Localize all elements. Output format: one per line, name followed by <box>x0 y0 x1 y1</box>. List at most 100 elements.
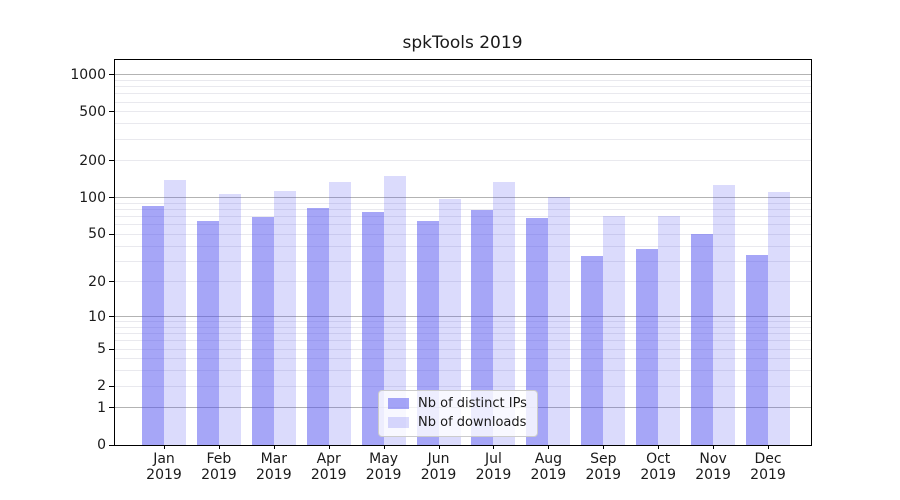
x-tick-label: Jul 2019 <box>461 451 525 483</box>
x-tick-label: Dec 2019 <box>736 451 800 483</box>
x-tick-year: 2019 <box>695 467 731 483</box>
gridline-minor <box>115 245 811 247</box>
legend-row-downloads: Nb of downloads <box>388 415 527 430</box>
legend-swatch-downloads <box>388 417 409 428</box>
gridline-minor <box>115 260 811 262</box>
x-tick-mark <box>438 445 440 449</box>
x-tick-month: Nov <box>699 451 727 467</box>
bar-may-downloads <box>383 175 406 445</box>
gridline-minor <box>115 93 811 95</box>
gridline-minor <box>115 340 811 342</box>
gridline-major <box>115 197 811 199</box>
x-tick-year: 2019 <box>365 467 402 483</box>
x-tick-year: 2019 <box>201 467 237 483</box>
plot-area: Nb of distinct IPs Nb of downloads <box>114 59 812 446</box>
x-tick-label: Apr 2019 <box>297 451 361 483</box>
gridline-minor <box>115 326 811 328</box>
y-tick-mark <box>109 111 114 113</box>
bar-jun-downloads <box>438 199 461 445</box>
gridline-minor <box>115 202 811 204</box>
bar-nov-downloads <box>713 184 736 445</box>
x-tick-mark <box>273 445 275 449</box>
y-tick-label: 500 <box>79 103 106 120</box>
bar-may-distinct-ips <box>361 211 384 445</box>
x-tick-month: Feb <box>206 451 232 467</box>
x-tick-mark <box>164 445 165 449</box>
x-tick-month: Mar <box>260 451 288 467</box>
y-tick-mark <box>109 197 114 199</box>
gridline-minor <box>115 385 811 387</box>
x-tick-month: Oct <box>646 451 671 467</box>
bar-apr-downloads <box>328 181 351 445</box>
x-tick-label: Nov 2019 <box>681 451 745 483</box>
gridline-minor <box>115 370 811 372</box>
gridline-minor <box>115 224 811 226</box>
x-tick-month: Jan <box>153 451 175 467</box>
bar-nov-distinct-ips <box>691 234 714 445</box>
x-tick-month: Sep <box>590 451 617 467</box>
x-tick-year: 2019 <box>475 467 512 483</box>
x-tick-mark <box>713 445 715 449</box>
y-tick-mark <box>109 233 114 235</box>
gridline-major <box>115 316 811 318</box>
x-tick-year: 2019 <box>310 467 347 483</box>
gridline-minor <box>115 86 811 88</box>
legend-swatch-distinct-ips <box>388 398 409 409</box>
x-tick-month: Dec <box>754 451 782 467</box>
y-tick-mark <box>109 444 114 446</box>
gridline-major <box>115 74 811 76</box>
y-tick-label: 1 <box>97 399 106 416</box>
bar-aug-distinct-ips <box>526 218 549 445</box>
x-tick-mark <box>768 445 769 449</box>
x-tick-mark <box>548 445 550 449</box>
x-tick-year: 2019 <box>585 467 622 483</box>
y-tick-label: 20 <box>88 273 106 290</box>
y-tick-mark <box>109 74 114 76</box>
y-tick-label: 0 <box>97 437 106 453</box>
bar-jul-distinct-ips <box>471 209 494 445</box>
bar-sep-downloads <box>603 215 626 445</box>
bar-apr-distinct-ips <box>306 208 329 445</box>
x-tick-label: Oct 2019 <box>626 451 690 483</box>
bar-feb-downloads <box>218 193 241 445</box>
gridline-minor <box>115 160 811 162</box>
gridline-minor <box>115 358 811 360</box>
bar-mar-downloads <box>273 190 296 445</box>
y-tick-mark <box>109 160 114 162</box>
legend-label-distinct-ips: Nb of distinct IPs <box>418 396 527 411</box>
gridline-minor <box>115 348 811 350</box>
gridline-minor <box>115 138 811 140</box>
bar-aug-downloads <box>548 196 571 445</box>
x-tick-year: 2019 <box>640 467 676 483</box>
x-tick-mark <box>218 445 220 449</box>
x-tick-year: 2019 <box>420 467 457 483</box>
x-tick-label: Feb 2019 <box>187 451 251 483</box>
bar-feb-distinct-ips <box>196 220 219 445</box>
y-tick-label: 1000 <box>70 66 106 83</box>
gridline-minor <box>115 321 811 323</box>
y-tick-label: 100 <box>79 189 106 206</box>
gridline-minor <box>115 111 811 113</box>
y-tick-mark <box>109 281 114 283</box>
gridline-minor <box>115 233 811 235</box>
y-tick-mark <box>109 316 114 318</box>
y-tick-mark <box>109 385 114 387</box>
bar-oct-downloads <box>658 215 681 445</box>
gridline-minor <box>115 216 811 218</box>
y-tick-label: 5 <box>97 341 106 357</box>
gridline-minor <box>115 80 811 81</box>
y-tick-label: 200 <box>79 152 106 169</box>
bar-dec-downloads <box>768 192 790 445</box>
x-tick-label: Aug 2019 <box>516 451 580 483</box>
bar-mar-distinct-ips <box>251 216 274 445</box>
bar-jan-downloads <box>164 179 186 445</box>
gridline-minor <box>115 333 811 335</box>
x-tick-label: May 2019 <box>352 451 416 483</box>
x-tick-year: 2019 <box>255 467 292 483</box>
legend-label-downloads: Nb of downloads <box>418 415 527 430</box>
gridline-minor <box>115 209 811 211</box>
x-tick-label: Sep 2019 <box>571 451 635 483</box>
y-tick-label: 10 <box>88 308 106 325</box>
bar-sep-distinct-ips <box>581 256 604 445</box>
